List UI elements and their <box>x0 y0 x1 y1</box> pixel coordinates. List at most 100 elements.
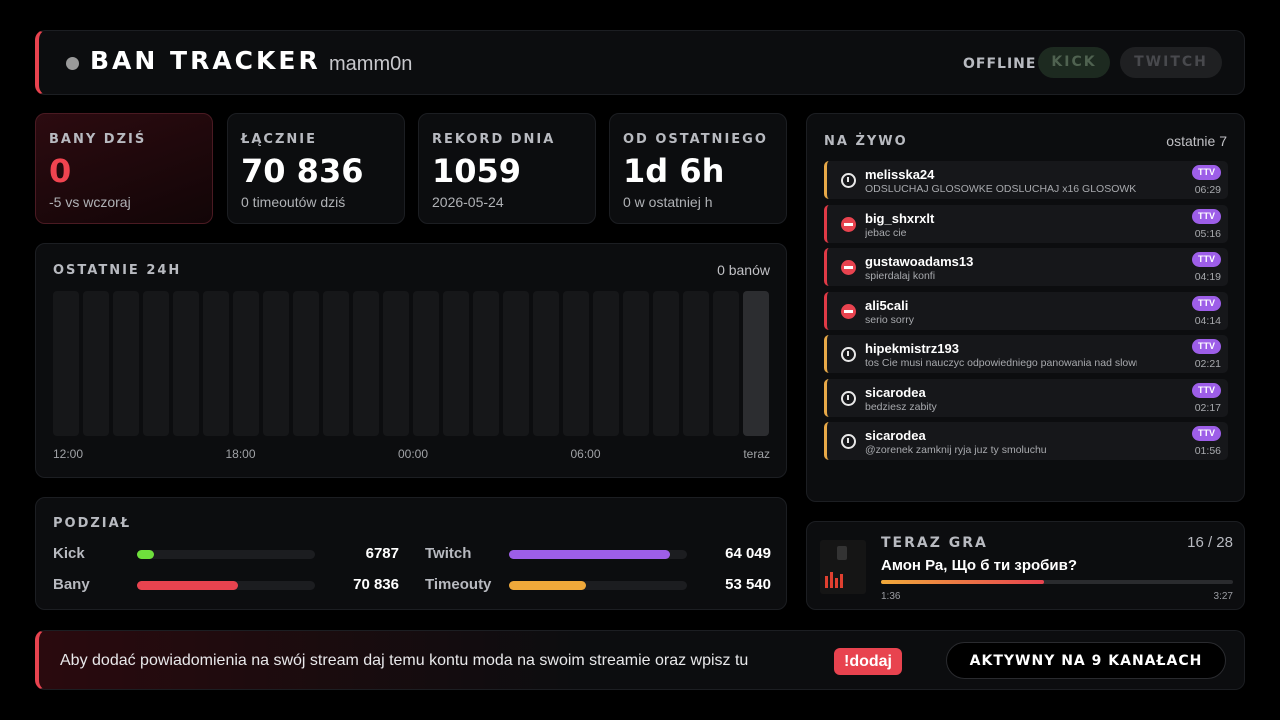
channels-badge: AKTYWNY NA 9 KANAŁACH <box>946 642 1226 679</box>
hour-track <box>83 291 109 436</box>
feed-item: ali5cali serio sorry TTV 04:14 <box>824 291 1228 330</box>
np-duration: 3:27 <box>1213 591 1233 602</box>
chart-count: 0 banów <box>717 262 770 278</box>
hour-track <box>323 291 349 436</box>
icon-glyph <box>847 394 849 400</box>
twitch-button[interactable]: TWITCH <box>1120 47 1222 78</box>
hour-track <box>383 291 409 436</box>
feed-time: 02:17 <box>1194 401 1221 414</box>
hour-track <box>623 291 649 436</box>
cover <box>820 540 866 594</box>
split-value: 64 049 <box>725 545 771 562</box>
axis-label: 12:00 <box>53 447 84 461</box>
np-song: Амон Ра, Що б ти зробив? <box>881 557 1078 574</box>
feed-message: tos Cie musi nauczyc odpowiedniego panow… <box>865 357 1137 369</box>
stat-sub: -5 vs wczoraj <box>49 194 131 210</box>
header: BAN TRACKER mamm0n OFFLINE KICK TWITCH <box>35 30 1245 95</box>
feed-user: melisska24 <box>865 167 935 182</box>
now-playing: TERAZ GRA 16 / 28 Амон Ра, Що б ти зроби… <box>806 521 1245 610</box>
stat-sub: 0 w ostatniej h <box>623 194 713 210</box>
hour-track <box>143 291 169 436</box>
feed-time: 04:19 <box>1194 271 1221 283</box>
platform-badge: TTV <box>1192 295 1221 311</box>
hour-track <box>653 291 679 436</box>
split-bar <box>137 581 239 590</box>
timeout-icon <box>841 434 856 449</box>
stat-label: OD OSTATNIEGO <box>623 132 768 147</box>
split-name: Bany <box>53 576 90 593</box>
cover-mark <box>835 578 838 588</box>
hour-track <box>503 291 529 436</box>
cover-mark <box>830 572 833 588</box>
command: !dodaj <box>834 648 902 675</box>
cover-figure <box>837 546 847 560</box>
footer-text: Aby dodać powiadomienia na swój stream d… <box>60 652 749 669</box>
kick-button[interactable]: KICK <box>1038 47 1110 78</box>
ban-icon <box>841 216 856 232</box>
stat-value: 70 836 <box>241 152 364 190</box>
split-value: 53 540 <box>725 576 771 593</box>
hour-track <box>683 291 709 436</box>
platform-badge: TTV <box>1192 382 1221 398</box>
axis-label: 00:00 <box>398 447 429 461</box>
icon-glyph <box>847 438 849 443</box>
np-position: 16 / 28 <box>1187 534 1233 551</box>
hour-track <box>263 291 289 436</box>
stat-value: 1d 6h <box>623 152 725 190</box>
feed-message: @zorenek zamknij ryja juz ty smoluchu <box>865 444 1047 456</box>
timeout-icon <box>841 390 856 406</box>
np-elapsed: 1:36 <box>881 591 901 602</box>
stat-sub: 0 timeoutów dziś <box>241 194 346 210</box>
axis-label: 06:00 <box>570 447 601 461</box>
feed-item: hipekmistrz193 tos Cie musi nauczyc odpow… <box>824 335 1228 373</box>
stat-label: BANY DZIŚ <box>49 132 147 147</box>
icon-glyph <box>844 266 853 269</box>
hour-track <box>203 291 229 436</box>
np-label: TERAZ GRA <box>881 535 988 551</box>
split-track <box>509 550 687 559</box>
platform-badge: TTV <box>1192 252 1221 267</box>
feed-message: serio sorry <box>865 313 915 326</box>
feed-title: NA ŻYWO <box>824 134 908 149</box>
ban-icon <box>841 303 856 319</box>
feed-user: sicarodea <box>865 428 926 443</box>
chart-title: OSTATNIE 24H <box>53 263 182 278</box>
feed-card: NA ŻYWO ostatnie 7 melisska24 ODSLUCHAJ G… <box>806 113 1245 502</box>
feed-user: sicarodea <box>865 384 926 400</box>
stat-card: OD OSTATNIEGO 1d 6h 0 w ostatniej h <box>609 113 787 224</box>
feed-time: 06:29 <box>1194 184 1221 196</box>
title: BAN TRACKER <box>90 46 321 75</box>
feed-user: big_shxrxlt <box>865 210 935 226</box>
chart-card: OSTATNIE 24H 0 banów 12:00 18:00 00:00 06:0… <box>35 243 787 478</box>
feed-time: 05:16 <box>1194 227 1221 240</box>
hour-track <box>413 291 439 436</box>
stat-card: BANY DZIŚ 0 -5 vs wczoraj <box>35 113 213 224</box>
stat-card: ŁĄCZNIE 70 836 0 timeoutów dziś <box>227 113 405 224</box>
split-value: 70 836 <box>353 576 399 593</box>
feed-item: big_shxrxlt jebac cie TTV 05:16 <box>824 204 1228 243</box>
hour-track <box>173 291 199 436</box>
timeout-icon <box>841 347 856 362</box>
hour-track <box>743 291 769 436</box>
platform-badge: TTV <box>1192 426 1221 441</box>
split-name: Twitch <box>425 545 472 562</box>
hour-track <box>533 291 559 436</box>
split-bar <box>509 550 670 559</box>
hour-track <box>113 291 139 436</box>
hour-track <box>233 291 259 436</box>
stat-label: REKORD DNIA <box>432 132 556 147</box>
hour-track <box>713 291 739 436</box>
footer: Aby dodać powiadomienia na swój stream d… <box>35 630 1245 690</box>
split-card: PODZIAŁ Kick 6787 Twitch 64 049 Bany 70 836 Ti… <box>35 497 787 610</box>
split-track <box>137 550 315 559</box>
icon-glyph <box>844 222 853 226</box>
feed-time: 01:56 <box>1194 445 1221 457</box>
icon-glyph <box>847 351 849 356</box>
feed-message: spierdalaj konfi <box>865 270 936 282</box>
feed-item: sicarodea @zorenek zamknij ryja juz ty sm… <box>824 422 1228 460</box>
split-title: PODZIAŁ <box>53 516 132 531</box>
platform-badge: TTV <box>1192 208 1221 224</box>
status-dot <box>66 57 79 70</box>
ban-icon <box>841 260 856 275</box>
